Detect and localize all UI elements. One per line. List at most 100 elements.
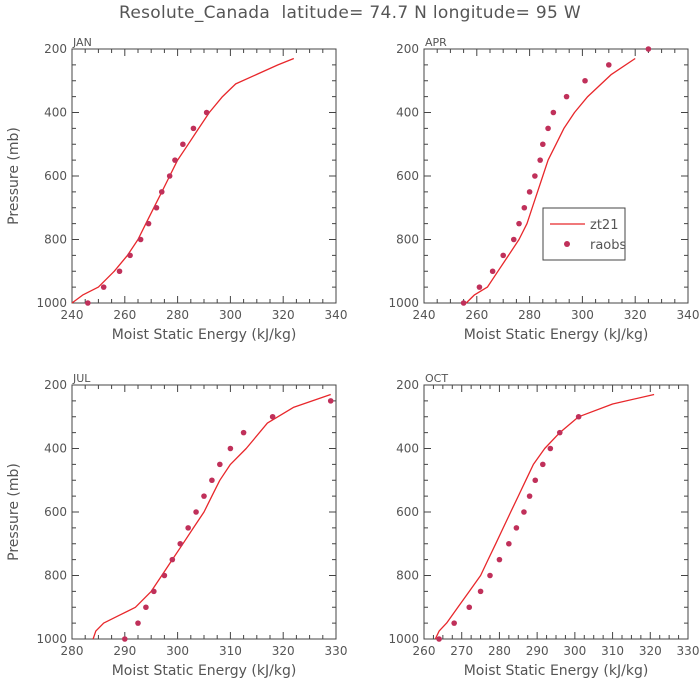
data-point-raobs bbox=[190, 125, 197, 132]
y-axis-label: Pressure (mb) bbox=[6, 463, 22, 561]
x-tick-label: 280 bbox=[488, 644, 511, 658]
y-tick-label: 1000 bbox=[36, 296, 67, 310]
data-point-raobs bbox=[161, 572, 168, 579]
x-tick-label: 300 bbox=[166, 644, 189, 658]
data-point-raobs bbox=[460, 300, 467, 306]
y-tick-label: 200 bbox=[44, 378, 67, 392]
x-tick-label: 240 bbox=[413, 308, 436, 322]
data-point-raobs bbox=[500, 252, 507, 259]
data-point-raobs bbox=[540, 461, 546, 468]
data-point-raobs bbox=[582, 77, 588, 84]
y-tick-label: 800 bbox=[44, 569, 67, 583]
panel-apr: APR 240 260 280 300 320 340 200 400 600 800 1000 Moi… bbox=[388, 36, 699, 343]
x-tick-label: 310 bbox=[601, 644, 624, 658]
data-point-raobs bbox=[510, 236, 517, 243]
y-tick-label: 600 bbox=[396, 505, 419, 519]
data-point-raobs bbox=[153, 204, 160, 211]
data-point-raobs bbox=[127, 252, 133, 259]
data-point-raobs bbox=[217, 461, 223, 468]
data-point-raobs bbox=[506, 540, 512, 547]
y-tick-label: 800 bbox=[44, 233, 67, 247]
data-point-raobs bbox=[575, 413, 582, 420]
data-point-raobs bbox=[537, 157, 543, 163]
x-axis-label: Moist Static Energy (kJ/kg) bbox=[112, 327, 297, 343]
x-tick-label: 290 bbox=[113, 644, 136, 658]
data-point-raobs bbox=[521, 509, 527, 515]
y-tick-label: 800 bbox=[396, 233, 419, 247]
x-tick-label: 320 bbox=[272, 644, 295, 658]
y-tick-label: 1000 bbox=[388, 296, 419, 310]
panel-label: JAN bbox=[72, 36, 92, 49]
data-point-raobs bbox=[532, 173, 538, 179]
data-point-raobs bbox=[526, 189, 533, 195]
data-point-raobs bbox=[496, 556, 503, 563]
data-point-raobs bbox=[143, 604, 149, 611]
data-point-raobs bbox=[135, 620, 141, 626]
x-tick-label: 340 bbox=[325, 308, 348, 322]
plot-frame bbox=[423, 48, 689, 304]
data-point-raobs bbox=[547, 445, 554, 452]
data-point-raobs bbox=[145, 220, 152, 227]
data-point-raobs bbox=[550, 109, 557, 116]
data-point-raobs bbox=[327, 398, 334, 404]
y-tick-label: 1000 bbox=[36, 632, 67, 646]
y-tick-label: 200 bbox=[396, 378, 419, 392]
data-point-raobs bbox=[203, 109, 210, 116]
data-point-raobs bbox=[645, 46, 652, 52]
data-point-raobs bbox=[451, 620, 457, 626]
panel-label: JUL bbox=[72, 372, 91, 385]
data-point-raobs bbox=[158, 189, 165, 195]
data-point-raobs bbox=[516, 220, 522, 227]
legend-line-label: zt21 bbox=[590, 218, 618, 233]
data-point-raobs bbox=[540, 141, 546, 148]
data-point-raobs bbox=[193, 509, 199, 515]
data-point-raobs bbox=[209, 477, 215, 484]
data-point-raobs bbox=[476, 284, 483, 290]
panel-label: OCT bbox=[425, 372, 448, 385]
x-axis-label: Moist Static Energy (kJ/kg) bbox=[112, 663, 297, 679]
y-tick-label: 400 bbox=[44, 106, 67, 120]
data-point-raobs bbox=[526, 493, 533, 499]
x-tick-label: 320 bbox=[624, 308, 647, 322]
plot-frame bbox=[71, 48, 337, 304]
x-tick-label: 320 bbox=[272, 308, 295, 322]
data-point-raobs bbox=[513, 525, 520, 531]
data-point-raobs bbox=[563, 93, 570, 100]
x-tick-label: 300 bbox=[571, 308, 594, 322]
x-tick-label: 260 bbox=[465, 308, 488, 322]
data-point-raobs bbox=[489, 268, 496, 275]
data-point-raobs bbox=[477, 588, 484, 595]
legend: zt21 raobs bbox=[542, 207, 627, 261]
data-point-raobs bbox=[137, 236, 144, 243]
data-point-raobs bbox=[556, 429, 563, 436]
x-tick-label: 280 bbox=[166, 308, 189, 322]
x-tick-label: 320 bbox=[639, 644, 662, 658]
data-point-raobs bbox=[185, 525, 191, 531]
data-point-raobs bbox=[85, 300, 91, 306]
panel-jan: JAN 240 260 280 300 320 340 200 400 600 800 1000 Moi… bbox=[6, 36, 347, 343]
y-tick-label: 800 bbox=[396, 569, 419, 583]
x-tick-label: 280 bbox=[518, 308, 541, 322]
panel-label: APR bbox=[425, 36, 447, 49]
data-point-raobs bbox=[177, 540, 184, 547]
y-tick-label: 600 bbox=[44, 505, 67, 519]
data-point-raobs bbox=[240, 429, 247, 436]
x-tick-label: 260 bbox=[113, 308, 136, 322]
x-axis-label: Moist Static Energy (kJ/kg) bbox=[464, 327, 649, 343]
panel-jul: JUL 280 290 300 310 320 330 200 400 600 800 1000 Moi… bbox=[6, 372, 347, 679]
x-tick-label: 300 bbox=[219, 308, 242, 322]
data-point-raobs bbox=[116, 268, 123, 275]
data-point-raobs bbox=[487, 572, 493, 579]
data-point-raobs bbox=[172, 157, 178, 163]
y-tick-label: 200 bbox=[44, 42, 67, 56]
data-point-raobs bbox=[122, 636, 128, 642]
plot-frame bbox=[423, 384, 689, 640]
data-point-raobs bbox=[180, 141, 186, 148]
data-point-raobs bbox=[100, 284, 107, 290]
series-line-zt21 bbox=[434, 393, 655, 640]
x-tick-label: 340 bbox=[677, 308, 700, 322]
data-point-raobs bbox=[545, 125, 551, 132]
y-tick-label: 400 bbox=[396, 442, 419, 456]
data-point-raobs bbox=[151, 588, 157, 595]
